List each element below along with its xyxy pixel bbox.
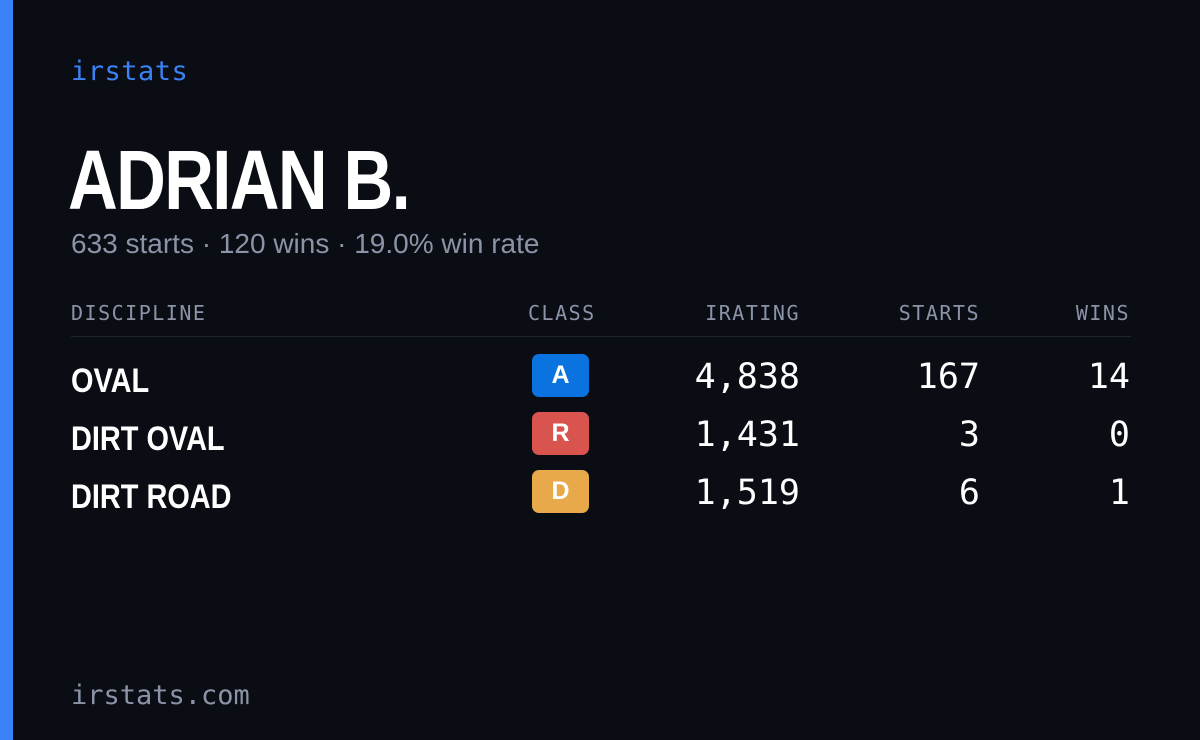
accent-bar — [0, 0, 13, 740]
footer-url: irstats.com — [71, 680, 250, 711]
brand-label: irstats — [71, 56, 189, 87]
irating-value: 1,519 — [694, 473, 800, 513]
header-irating: IRATING — [705, 301, 800, 325]
wins-value: 1 — [1108, 473, 1130, 513]
header-discipline: DISCIPLINE — [71, 301, 207, 325]
header-class: CLASS — [528, 301, 596, 325]
class-badge: D — [532, 470, 589, 513]
header-divider — [71, 336, 1131, 337]
header-starts: STARTS — [898, 301, 980, 325]
table-row: OVAL A 4,838 167 14 — [71, 354, 1131, 412]
starts-value: 167 — [916, 357, 980, 397]
header-wins: WINS — [1075, 301, 1130, 325]
starts-value: 3 — [958, 415, 980, 455]
class-badge: R — [532, 412, 589, 455]
wins-value: 0 — [1108, 415, 1130, 455]
discipline-name: DIRT OVAL — [71, 420, 225, 458]
irating-value: 4,838 — [694, 357, 800, 397]
irating-value: 1,431 — [694, 415, 800, 455]
starts-value: 6 — [958, 473, 980, 513]
discipline-name: OVAL — [71, 362, 150, 400]
table-row: DIRT OVAL R 1,431 3 0 — [71, 412, 1131, 470]
driver-name: ADRIAN B. — [68, 133, 411, 227]
driver-summary: 633 starts · 120 wins · 19.0% win rate — [71, 228, 540, 259]
table-row: DIRT ROAD D 1,519 6 1 — [71, 470, 1131, 528]
class-badge: A — [532, 354, 589, 397]
discipline-name: DIRT ROAD — [71, 478, 232, 516]
wins-value: 14 — [1087, 357, 1130, 397]
